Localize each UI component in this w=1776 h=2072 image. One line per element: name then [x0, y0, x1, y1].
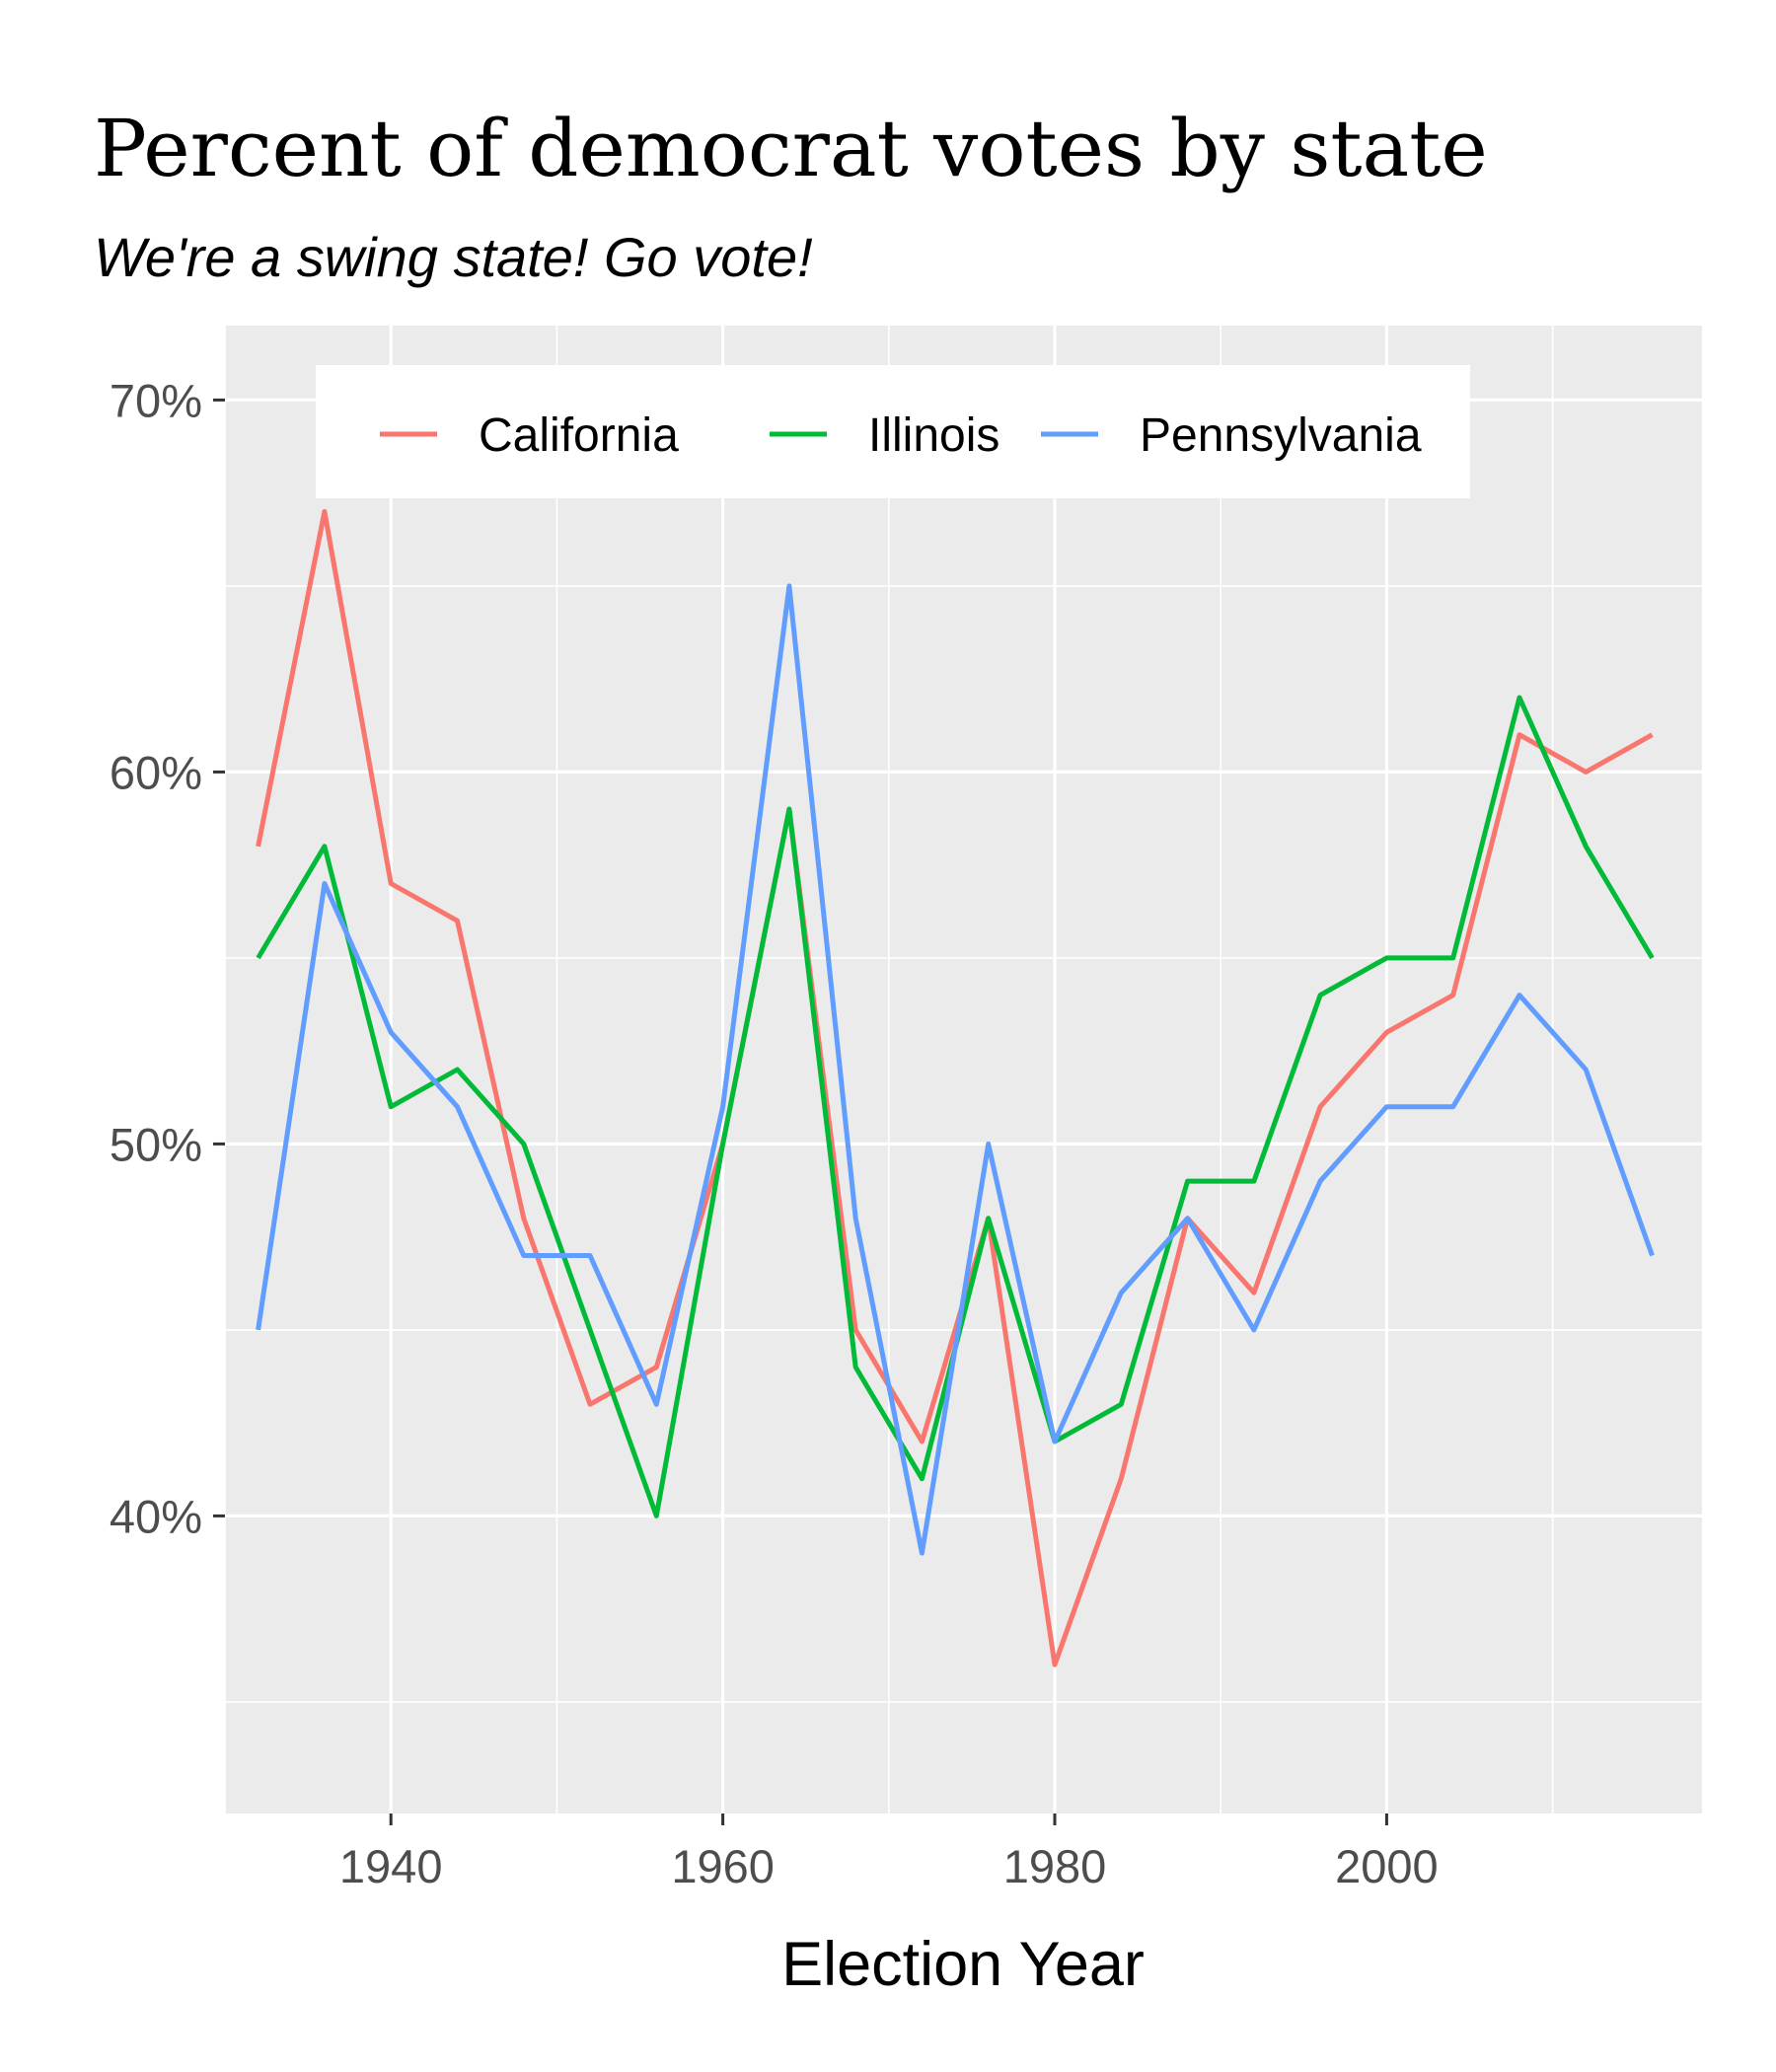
legend-label-california: California [479, 409, 679, 462]
legend-box [316, 365, 1470, 498]
x-tick-label: 2000 [1335, 1840, 1439, 1892]
x-axis: 1940 1960 1980 2000 [339, 1813, 1439, 1892]
y-tick-label: 60% [110, 746, 202, 798]
y-tick-label: 70% [110, 374, 202, 426]
legend-label-pennsylvania: Pennsylvania [1140, 409, 1422, 462]
chart-title: Percent of democrat votes by state [94, 103, 1488, 194]
x-axis-title: Election Year [781, 1930, 1145, 1999]
x-tick-label: 1960 [671, 1840, 775, 1892]
x-tick-label: 1940 [339, 1840, 443, 1892]
minor-gridlines [224, 326, 1702, 1813]
y-tick-label: 50% [110, 1118, 202, 1170]
series-line-pennsylvania [256, 583, 1655, 1556]
series-line-california [256, 509, 1654, 1667]
y-tick-label: 40% [110, 1490, 202, 1542]
x-tick-label: 1980 [1003, 1840, 1107, 1892]
legend-label-illinois: Illinois [868, 409, 999, 462]
y-axis: 40% 50% 60% 70% [110, 374, 225, 1542]
plot-panel [225, 326, 1702, 1813]
legend: California Illinois Pennsylvania [316, 365, 1470, 498]
series-lines [256, 509, 1655, 1667]
chart-subtitle: We're a swing state! Go vote! [94, 226, 813, 288]
